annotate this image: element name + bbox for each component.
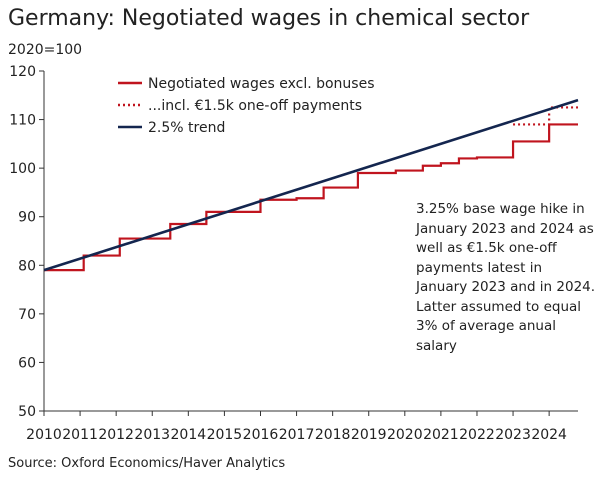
series-line-0 (44, 123, 578, 272)
x-tick-label: 2017 (279, 427, 315, 443)
x-tick-label: 2023 (495, 427, 531, 443)
x-tick-label: 2016 (243, 427, 279, 443)
legend-label-0: Negotiated wages excl. bonuses (148, 76, 375, 92)
y-tick-label: 120 (9, 64, 36, 80)
x-tick-label: 2021 (423, 427, 459, 443)
x-tick-label: 2013 (134, 427, 170, 443)
x-tick-label: 2020 (387, 427, 423, 443)
series-line-2 (43, 98, 579, 272)
y-tick-label: 50 (18, 404, 36, 420)
series-line-1 (513, 106, 578, 126)
x-tick-label: 2010 (26, 427, 62, 443)
x-tick-label: 2022 (459, 427, 495, 443)
chart-title: Germany: Negotiated wages in chemical se… (8, 6, 530, 31)
legend-label-1: ...incl. €1.5k one-off payments (148, 98, 362, 114)
chart-series (43, 98, 579, 272)
x-tick-label: 2012 (98, 427, 134, 443)
chart-source: Source: Oxford Economics/Haver Analytics (8, 456, 286, 471)
legend-label-2: 2.5% trend (148, 120, 225, 136)
x-tick-label: 2019 (351, 427, 387, 443)
x-tick-label: 2011 (62, 427, 98, 443)
chart-annotation: 3.25% base wage hike in January 2023 and… (416, 201, 596, 354)
y-axis-unit-label: 2020=100 (8, 42, 83, 58)
chart-axes (43, 71, 578, 412)
y-tick-label: 90 (18, 210, 36, 226)
y-tick-label: 60 (18, 355, 36, 371)
y-tick-label: 70 (18, 307, 36, 323)
y-tick-label: 80 (18, 258, 36, 274)
x-tick-label: 2024 (531, 427, 567, 443)
y-tick-label: 100 (9, 161, 36, 177)
x-tick-label: 2018 (315, 427, 351, 443)
x-tick-label: 2015 (207, 427, 243, 443)
x-tick-label: 2014 (171, 427, 207, 443)
y-tick-label: 110 (9, 113, 36, 129)
chart-legend: Negotiated wages excl. bonuses ...incl. €… (118, 76, 375, 136)
